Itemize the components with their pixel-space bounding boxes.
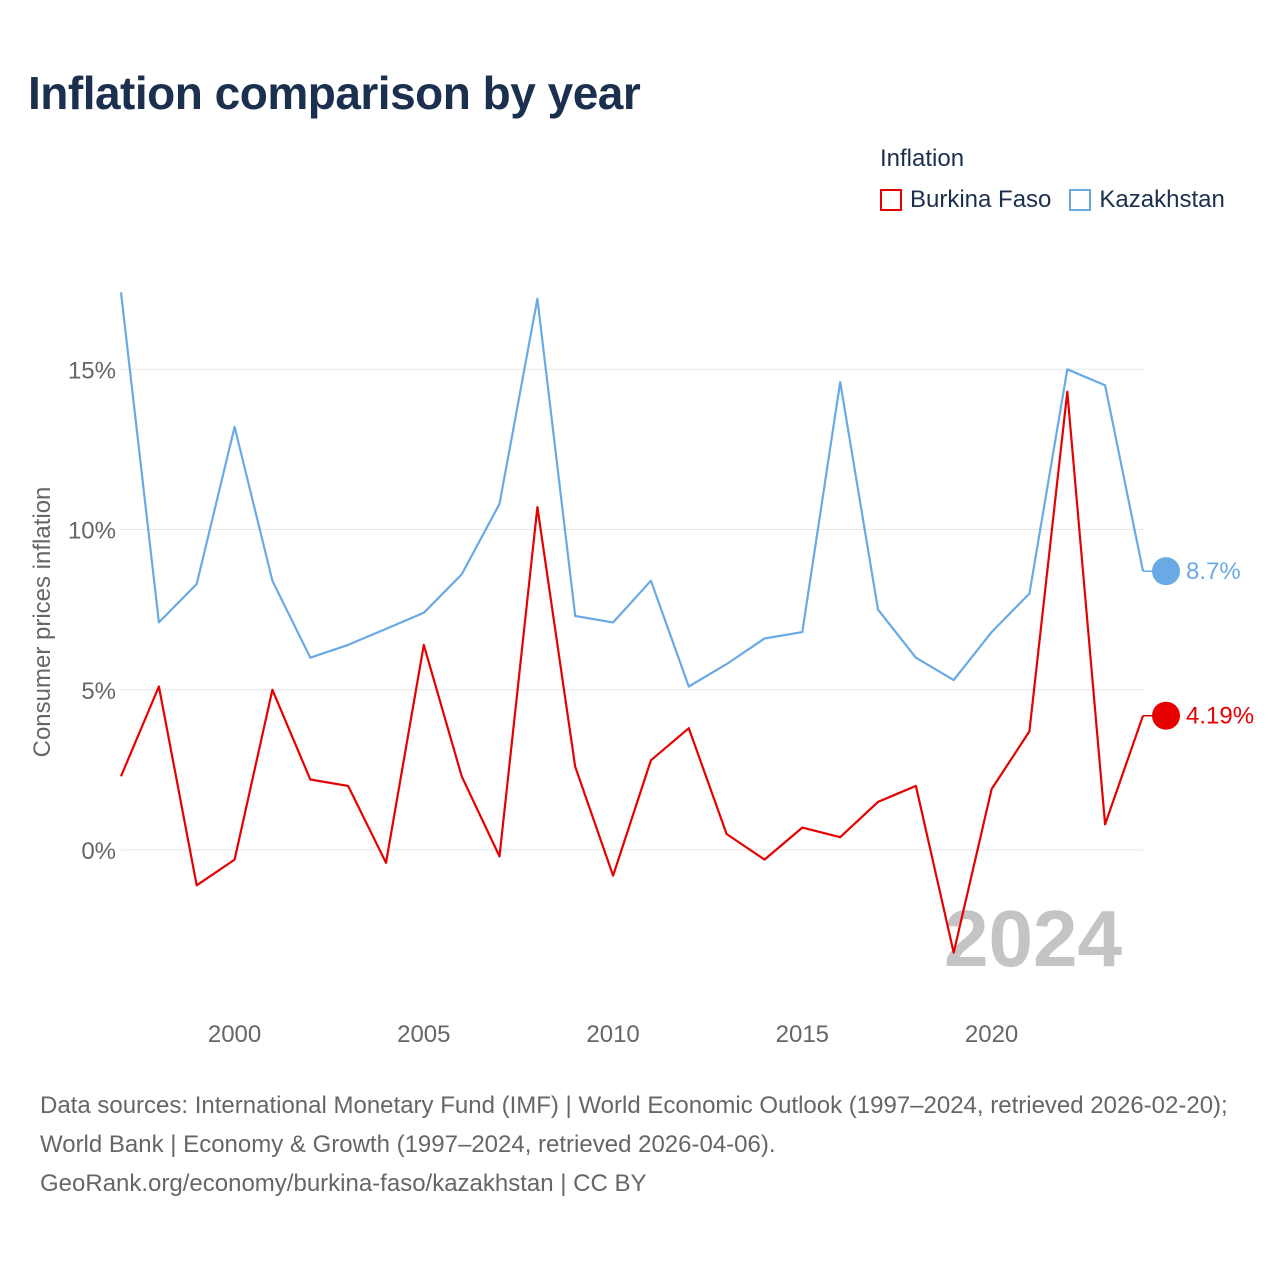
series-line-kazakhstan[interactable] [119,292,1145,688]
legend: Burkina Faso Kazakhstan [880,186,1225,214]
x-tick-label: 2015 [776,1021,829,1048]
legend-item-burkina-faso[interactable]: Burkina Faso [880,186,1051,214]
legend-swatch-burkina-faso [880,189,902,211]
y-tick-label: 15% [68,357,116,384]
legend-label-burkina-faso: Burkina Faso [910,186,1052,213]
y-tick-label: 0% [81,838,116,865]
y-tick-label: 5% [81,678,116,705]
end-markers: 8.7% 4.19% [1143,557,1254,730]
legend-item-kazakhstan[interactable]: Kazakhstan [1069,186,1225,214]
x-tick-label: 2000 [208,1021,261,1048]
y-axis-ticks: 0% 5% 10% 15% [68,357,116,865]
y-tick-label: 10% [68,518,116,545]
flag-marker-kazakhstan[interactable] [1152,557,1180,586]
footer: Data sources: International Monetary Fun… [40,1086,1250,1203]
chart-title: Inflation comparison by year [28,67,641,119]
series-lines [119,292,1145,954]
x-tick-label: 2010 [586,1021,639,1048]
x-axis-ticks: 2000 2005 2010 2015 2020 [208,1021,1018,1048]
end-value-label-burkina-faso: 4.19% [1186,703,1254,730]
year-watermark: 2024 [944,894,1122,983]
y-axis-label: Consumer prices inflation [29,487,56,758]
series-line-burkina-faso[interactable] [119,390,1145,954]
grid-lines [121,368,1143,851]
legend-title: Inflation [880,145,965,172]
x-tick-label: 2005 [397,1021,450,1048]
legend-label-kazakhstan: Kazakhstan [1099,186,1225,213]
x-tick-label: 2020 [965,1021,1018,1048]
data-sources-text: Data sources: International Monetary Fun… [40,1092,1228,1158]
flag-marker-burkina-faso[interactable] [1152,701,1180,730]
end-value-label-kazakhstan: 8.7% [1186,558,1241,585]
legend-swatch-kazakhstan [1069,189,1092,211]
source-link[interactable]: GeoRank.org/economy/burkina-faso/kazakhs… [40,1170,647,1197]
